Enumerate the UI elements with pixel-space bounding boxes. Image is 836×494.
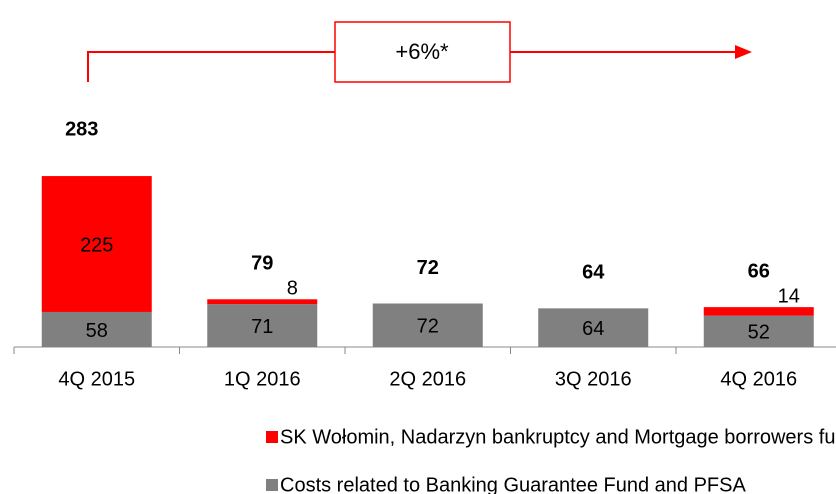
- x-tick-label: 4Q 2015: [58, 368, 135, 390]
- bar-segment: [41, 176, 152, 312]
- growth-arrow: +6%*: [87, 21, 752, 83]
- bar-segment: [372, 303, 483, 347]
- data-label: 64: [582, 318, 604, 340]
- bar-segment: [207, 304, 318, 347]
- data-label: 8: [287, 278, 298, 300]
- bar-segment: [538, 308, 649, 347]
- data-label: 72: [417, 316, 439, 338]
- legend-label: Costs related to Banking Guarantee Fund …: [280, 474, 746, 494]
- x-tick-label: 1Q 2016: [224, 368, 301, 390]
- total-label: 283: [65, 118, 98, 140]
- annotation: +6%*: [395, 39, 449, 64]
- bar-segment: [703, 307, 814, 316]
- total-label: 72: [417, 257, 439, 279]
- data-label: 71: [251, 316, 273, 338]
- data-label: 58: [86, 320, 108, 342]
- bar-segment: [41, 311, 152, 347]
- legend-swatch: [266, 431, 278, 443]
- arrow-head: [735, 45, 752, 59]
- annotation-box: [334, 21, 511, 83]
- x-tick-label: 2Q 2016: [389, 368, 466, 390]
- x-tick-label: 3Q 2016: [555, 368, 632, 390]
- total-label: 79: [251, 253, 273, 275]
- total-label: 64: [582, 262, 605, 284]
- legend-swatch: [266, 479, 278, 491]
- legend-label: SK Wołomin, Nadarzyn bankruptcy and Mort…: [280, 426, 836, 448]
- bar-segment: [207, 299, 318, 305]
- arrow-line: [87, 51, 335, 82]
- total-label: 66: [748, 260, 770, 282]
- x-tick-label: 4Q 2016: [720, 368, 797, 390]
- data-label: 14: [778, 285, 800, 307]
- bar-segment: [703, 315, 814, 347]
- data-label: 225: [80, 234, 113, 256]
- data-label: 52: [748, 322, 770, 344]
